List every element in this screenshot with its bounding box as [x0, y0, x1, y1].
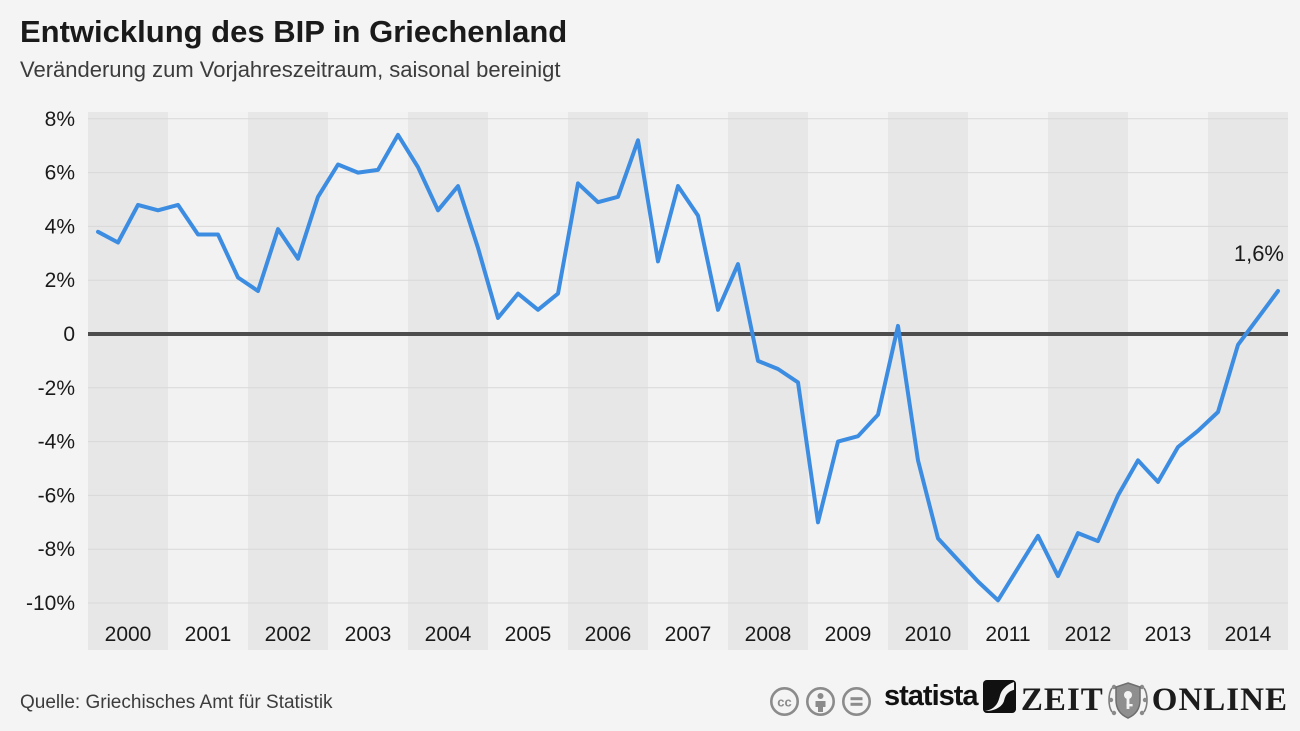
cc-by-icon[interactable]	[805, 686, 836, 717]
zeit-crest-icon	[1107, 682, 1148, 719]
year-band	[648, 112, 728, 650]
x-axis-label: 2003	[345, 623, 392, 646]
y-axis-label: -2%	[38, 377, 75, 400]
x-axis-label: 2006	[585, 623, 632, 646]
y-axis-label: -8%	[38, 538, 75, 561]
year-band	[168, 112, 248, 650]
y-axis-label: 6%	[45, 162, 75, 185]
last-value-label: 1,6%	[1233, 241, 1284, 266]
x-axis-label: 2013	[1145, 623, 1192, 646]
year-band	[408, 112, 488, 650]
x-axis-label: 2002	[265, 623, 312, 646]
year-band	[1128, 112, 1208, 650]
y-axis-label: -6%	[38, 484, 75, 507]
x-axis-label: 2007	[665, 623, 712, 646]
y-axis-label: 4%	[45, 215, 75, 238]
svg-text:cc: cc	[777, 695, 791, 710]
statista-logo-icon	[982, 680, 1016, 713]
x-axis-label: 2014	[1225, 623, 1272, 646]
cc-nd-icon[interactable]	[841, 686, 872, 717]
x-axis-label: 2010	[905, 623, 952, 646]
y-axis-label: 0	[63, 323, 75, 346]
y-axis-label: -10%	[26, 592, 75, 615]
gdp-line	[96, 132, 1280, 603]
year-band	[488, 112, 568, 650]
y-axis-label: 2%	[45, 269, 75, 292]
cc-icon[interactable]: cc	[769, 686, 800, 717]
year-band	[568, 112, 648, 650]
gdp-line-chart: 8% 6% 4% 2% 0 -2% -4% -6% -8% -10% 2000 2001 2002 200…	[26, 108, 1288, 650]
x-axis-label: 2005	[505, 623, 552, 646]
source-note: Quelle: Griechisches Amt für Statistik	[20, 692, 333, 713]
y-axis-label: 8%	[45, 108, 75, 131]
footer: Quelle: Griechisches Amt für Statistik c…	[0, 668, 1300, 731]
license-icons: cc	[769, 686, 872, 717]
year-band	[1048, 112, 1128, 650]
year-band	[888, 112, 968, 650]
statista-logo-text: statista	[884, 680, 979, 712]
x-axis-label: 2011	[985, 623, 1030, 646]
zeit-logo-text: ZEIT	[1020, 681, 1104, 718]
y-axis-label: -4%	[38, 431, 75, 454]
x-axis-label: 2000	[105, 623, 152, 646]
year-band	[1208, 112, 1288, 650]
x-axis-label: 2009	[825, 623, 872, 646]
page-subtitle: Veränderung zum Vorjahreszeitraum, saiso…	[20, 57, 561, 82]
page-title: Entwicklung des BIP in Griechenland	[20, 14, 568, 49]
year-band	[328, 112, 408, 650]
x-axis-label: 2012	[1065, 623, 1112, 646]
x-axis-label: 2008	[745, 623, 792, 646]
online-logo-text: ONLINE	[1151, 681, 1288, 718]
year-band	[968, 112, 1048, 650]
x-axis-label: 2004	[425, 623, 472, 646]
zeit-online-logo[interactable]: ZEIT ONLINE	[1021, 680, 1288, 720]
year-band	[248, 112, 328, 650]
year-band	[88, 112, 168, 650]
statista-logo[interactable]: statista	[884, 680, 1016, 713]
x-axis-label: 2001	[185, 623, 232, 646]
year-band	[808, 112, 888, 650]
